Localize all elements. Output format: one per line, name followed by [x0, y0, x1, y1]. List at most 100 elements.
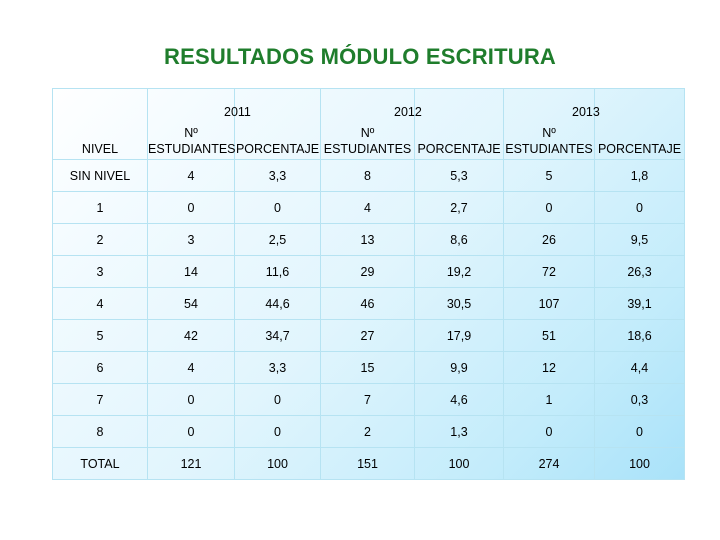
header-porcentaje-2012: PORCENTAJE	[414, 88, 504, 160]
cell-porcentaje-2011: 0	[234, 415, 321, 448]
cell-estudiantes-2011: 3	[147, 223, 235, 256]
cell-porcentaje-2013: 100	[594, 447, 685, 480]
cell-porcentaje-2011: 34,7	[234, 319, 321, 352]
cell-porcentaje-2013: 1,8	[594, 159, 685, 192]
cell-porcentaje-2012: 100	[414, 447, 504, 480]
cell-nivel: 3	[52, 255, 148, 288]
results-table: NIVEL 2011 Nº ESTUDIANTES PORCENTAJE 201…	[52, 88, 685, 480]
cell-porcentaje-2011: 3,3	[234, 351, 321, 384]
cell-estudiantes-2012: 29	[320, 255, 415, 288]
cell-estudiantes-2013: 274	[503, 447, 595, 480]
table-row-total: TOTAL 121 100 151 100 274 100	[52, 447, 685, 480]
cell-nivel: 2	[52, 223, 148, 256]
cell-estudiantes-2011: 0	[147, 415, 235, 448]
cell-estudiantes-2011: 54	[147, 287, 235, 320]
cell-porcentaje-2012: 17,9	[414, 319, 504, 352]
cell-estudiantes-2011: 0	[147, 191, 235, 224]
header-estudiantes-2011: 2011 Nº ESTUDIANTES	[147, 88, 251, 160]
cell-porcentaje-2012: 4,6	[414, 383, 504, 416]
cell-estudiantes-2012: 151	[320, 447, 415, 480]
cell-estudiantes-2013: 12	[503, 351, 595, 384]
cell-nivel: TOTAL	[52, 447, 148, 480]
header-porcentaje-2013: PORCENTAJE	[594, 88, 685, 160]
cell-estudiantes-2013: 51	[503, 319, 595, 352]
cell-estudiantes-2012: 27	[320, 319, 415, 352]
cell-estudiantes-2011: 4	[147, 159, 235, 192]
header-nivel: NIVEL	[52, 88, 148, 160]
cell-porcentaje-2012: 19,2	[414, 255, 504, 288]
table-row: 3 14 11,6 29 19,2 72 26,3	[52, 255, 685, 288]
cell-porcentaje-2013: 18,6	[594, 319, 685, 352]
cell-porcentaje-2011: 0	[234, 191, 321, 224]
cell-nivel: 6	[52, 351, 148, 384]
table-row: 1 0 0 4 2,7 0 0	[52, 191, 685, 224]
header-estudiantes: ESTUDIANTES	[323, 142, 412, 156]
results-table-container: NIVEL 2011 Nº ESTUDIANTES PORCENTAJE 201…	[52, 88, 685, 480]
cell-porcentaje-2013: 39,1	[594, 287, 685, 320]
cell-porcentaje-2011: 11,6	[234, 255, 321, 288]
cell-estudiantes-2013: 0	[503, 191, 595, 224]
cell-estudiantes-2011: 4	[147, 351, 235, 384]
header-estudiantes-2013: 2013 Nº ESTUDIANTES	[503, 88, 600, 160]
cell-estudiantes-2012: 7	[320, 383, 415, 416]
cell-porcentaje-2013: 0	[594, 191, 685, 224]
cell-estudiantes-2012: 8	[320, 159, 415, 192]
cell-porcentaje-2011: 0	[234, 383, 321, 416]
header-porcentaje: PORCENTAJE	[597, 142, 682, 156]
table-row: 7 0 0 7 4,6 1 0,3	[52, 383, 685, 416]
cell-nivel: 5	[52, 319, 148, 352]
cell-estudiantes-2012: 4	[320, 191, 415, 224]
cell-estudiantes-2011: 121	[147, 447, 235, 480]
table-row: SIN NIVEL 4 3,3 8 5,3 5 1,8	[52, 159, 685, 192]
header-porcentaje: PORCENTAJE	[235, 142, 320, 156]
cell-porcentaje-2012: 30,5	[414, 287, 504, 320]
cell-estudiantes-2013: 1	[503, 383, 595, 416]
header-porcentaje: PORCENTAJE	[417, 142, 501, 156]
cell-estudiantes-2011: 0	[147, 383, 235, 416]
cell-estudiantes-2012: 15	[320, 351, 415, 384]
cell-porcentaje-2013: 4,4	[594, 351, 685, 384]
table-row: 4 54 44,6 46 30,5 107 39,1	[52, 287, 685, 320]
header-row: NIVEL 2011 Nº ESTUDIANTES PORCENTAJE 201…	[52, 88, 685, 160]
header-estudiantes: ESTUDIANTES	[148, 142, 236, 156]
cell-porcentaje-2013: 0,3	[594, 383, 685, 416]
cell-porcentaje-2013: 0	[594, 415, 685, 448]
table-row: 8 0 0 2 1,3 0 0	[52, 415, 685, 448]
header-estudiantes: ESTUDIANTES	[505, 142, 593, 156]
cell-estudiantes-2013: 26	[503, 223, 595, 256]
cell-estudiantes-2013: 5	[503, 159, 595, 192]
cell-porcentaje-2011: 2,5	[234, 223, 321, 256]
cell-porcentaje-2011: 44,6	[234, 287, 321, 320]
cell-porcentaje-2012: 1,3	[414, 415, 504, 448]
cell-estudiantes-2013: 0	[503, 415, 595, 448]
cell-nivel: 1	[52, 191, 148, 224]
cell-porcentaje-2011: 3,3	[234, 159, 321, 192]
header-no: Nº	[360, 126, 375, 140]
cell-estudiantes-2012: 2	[320, 415, 415, 448]
cell-nivel: 8	[52, 415, 148, 448]
page-title: RESULTADOS MÓDULO ESCRITURA	[163, 44, 557, 69]
cell-porcentaje-2012: 5,3	[414, 159, 504, 192]
cell-estudiantes-2012: 46	[320, 287, 415, 320]
cell-porcentaje-2013: 26,3	[594, 255, 685, 288]
cell-estudiantes-2011: 14	[147, 255, 235, 288]
cell-porcentaje-2012: 9,9	[414, 351, 504, 384]
table-row: 6 4 3,3 15 9,9 12 4,4	[52, 351, 685, 384]
cell-porcentaje-2011: 100	[234, 447, 321, 480]
cell-nivel: 4	[52, 287, 148, 320]
header-porcentaje-2011: PORCENTAJE	[234, 88, 321, 160]
year-2013: 2013	[572, 105, 600, 119]
cell-nivel: 7	[52, 383, 148, 416]
header-estudiantes-2012: 2012 Nº ESTUDIANTES	[320, 88, 422, 160]
header-no: Nº	[184, 126, 198, 140]
cell-estudiantes-2013: 72	[503, 255, 595, 288]
header-no: Nº	[542, 126, 556, 140]
table-row: 5 42 34,7 27 17,9 51 18,6	[52, 319, 685, 352]
table-row: 2 3 2,5 13 8,6 26 9,5	[52, 223, 685, 256]
cell-porcentaje-2012: 2,7	[414, 191, 504, 224]
cell-estudiantes-2011: 42	[147, 319, 235, 352]
cell-estudiantes-2013: 107	[503, 287, 595, 320]
cell-nivel: SIN NIVEL	[52, 159, 148, 192]
cell-porcentaje-2012: 8,6	[414, 223, 504, 256]
cell-porcentaje-2013: 9,5	[594, 223, 685, 256]
